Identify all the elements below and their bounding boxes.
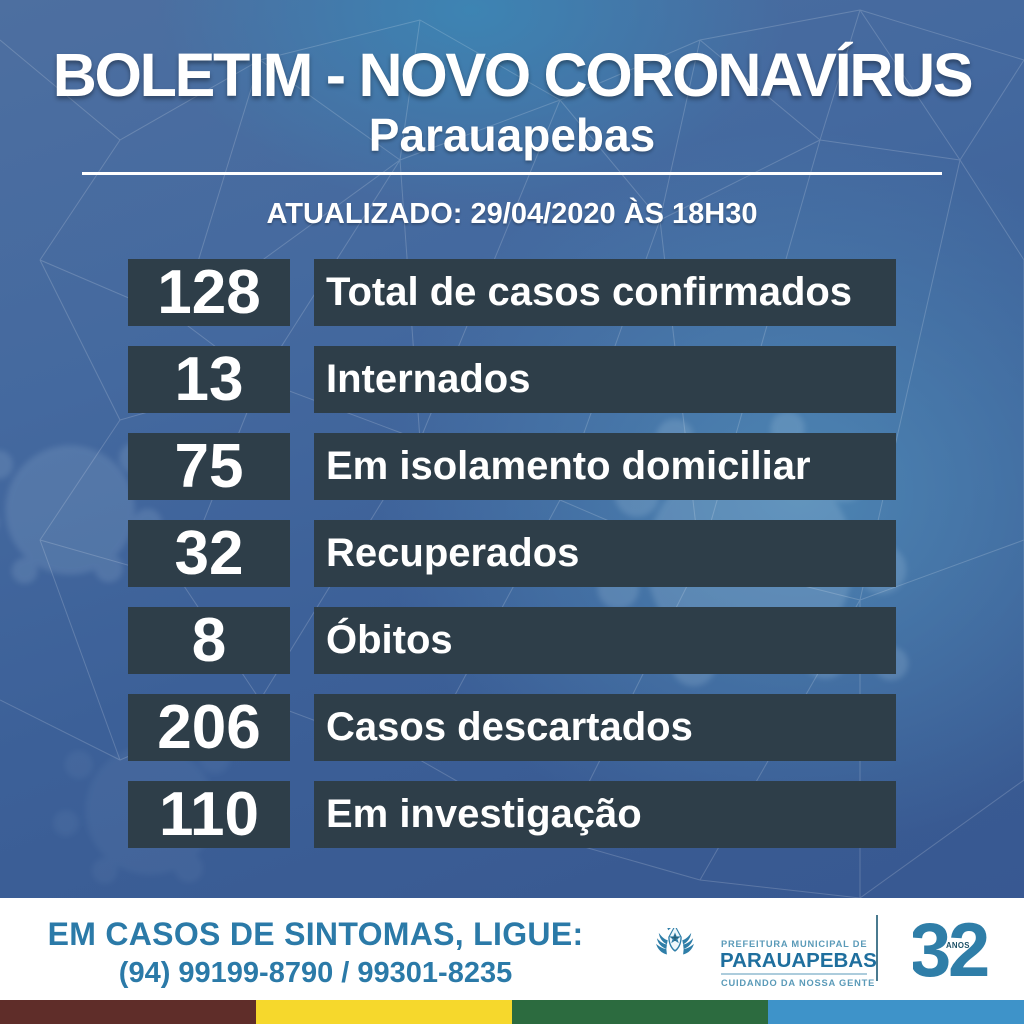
svg-text:PARAUAPEBAS: PARAUAPEBAS [720,949,877,972]
svg-text:CUIDANDO DA NOSSA GENTE: CUIDANDO DA NOSSA GENTE [721,978,875,988]
svg-text:ANOS: ANOS [946,941,970,950]
svg-text:PREFEITURA MUNICIPAL DE: PREFEITURA MUNICIPAL DE [721,939,867,949]
